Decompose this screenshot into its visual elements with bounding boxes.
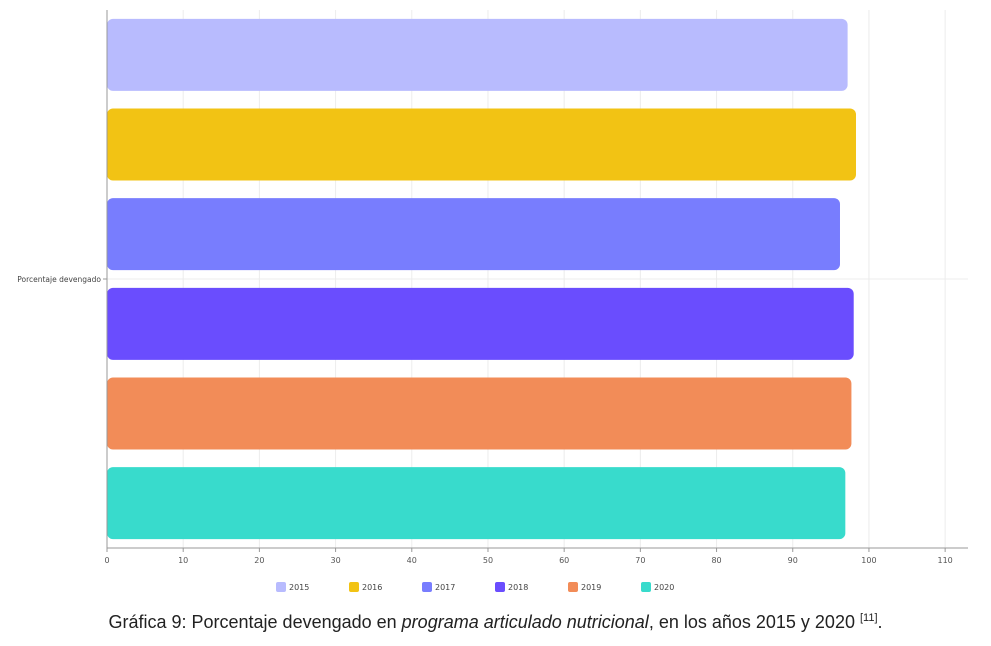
- legend-label: 2019: [581, 583, 601, 592]
- x-tick-label: 50: [483, 556, 493, 565]
- legend-item-2016[interactable]: 2016: [349, 582, 382, 592]
- x-tick-label: 30: [330, 556, 340, 565]
- legend-swatch: [349, 582, 359, 592]
- legend-swatch: [641, 582, 651, 592]
- bar-chart: 0 10 20 30 40 50 60 70 80 90 100 110 Porcentaje dev…: [17, 10, 968, 592]
- x-tick-label: 40: [407, 556, 417, 565]
- x-axis-ticks: 0 10 20 30 40 50 60 70 80 90 100 110: [104, 548, 953, 565]
- x-tick-label: 0: [104, 556, 109, 565]
- category-labels: Porcentaje devengado: [17, 275, 107, 284]
- x-tick-label: 10: [178, 556, 188, 565]
- category-label: Porcentaje devengado: [17, 275, 101, 284]
- legend-item-2017[interactable]: 2017: [422, 582, 455, 592]
- legend-label: 2020: [654, 583, 674, 592]
- bar-2018: [107, 287, 854, 360]
- x-tick-label: 80: [711, 556, 721, 565]
- x-tick-label: 20: [254, 556, 264, 565]
- legend-swatch: [422, 582, 432, 592]
- bar-2015: [107, 18, 848, 91]
- x-tick-label: 100: [861, 556, 876, 565]
- x-tick-label: 90: [788, 556, 798, 565]
- legend-label: 2015: [289, 583, 309, 592]
- bar-2016: [107, 108, 856, 181]
- legend-swatch: [568, 582, 578, 592]
- grid-lines: [107, 10, 968, 548]
- x-tick-label: 60: [559, 556, 569, 565]
- legend-item-2015[interactable]: 2015: [276, 582, 309, 592]
- legend-swatch: [495, 582, 505, 592]
- caption-emphasis: programa articulado nutricional: [401, 612, 649, 632]
- legend-item-2020[interactable]: 2020: [641, 582, 674, 592]
- caption-end: .: [877, 612, 883, 632]
- bar-2017: [107, 198, 840, 271]
- bars: [107, 18, 856, 540]
- figure-caption: Gráfica 9: Porcentaje devengado en progr…: [0, 612, 991, 633]
- bar-2019: [107, 377, 852, 450]
- legend-item-2018[interactable]: 2018: [495, 582, 528, 592]
- caption-prefix: Gráfica 9: Porcentaje devengado en: [108, 612, 402, 632]
- caption-suffix: , en los años 2015 y 2020: [648, 612, 860, 632]
- caption-reference: [11]: [859, 612, 878, 624]
- legend[interactable]: 2015 2016 2017 2018 2019 2020: [276, 582, 674, 592]
- legend-label: 2018: [508, 583, 528, 592]
- bar-2020: [107, 467, 846, 540]
- legend-label: 2017: [435, 583, 455, 592]
- x-tick-label: 110: [938, 556, 953, 565]
- legend-item-2019[interactable]: 2019: [568, 582, 601, 592]
- legend-swatch: [276, 582, 286, 592]
- x-tick-label: 70: [635, 556, 645, 565]
- legend-label: 2016: [362, 583, 382, 592]
